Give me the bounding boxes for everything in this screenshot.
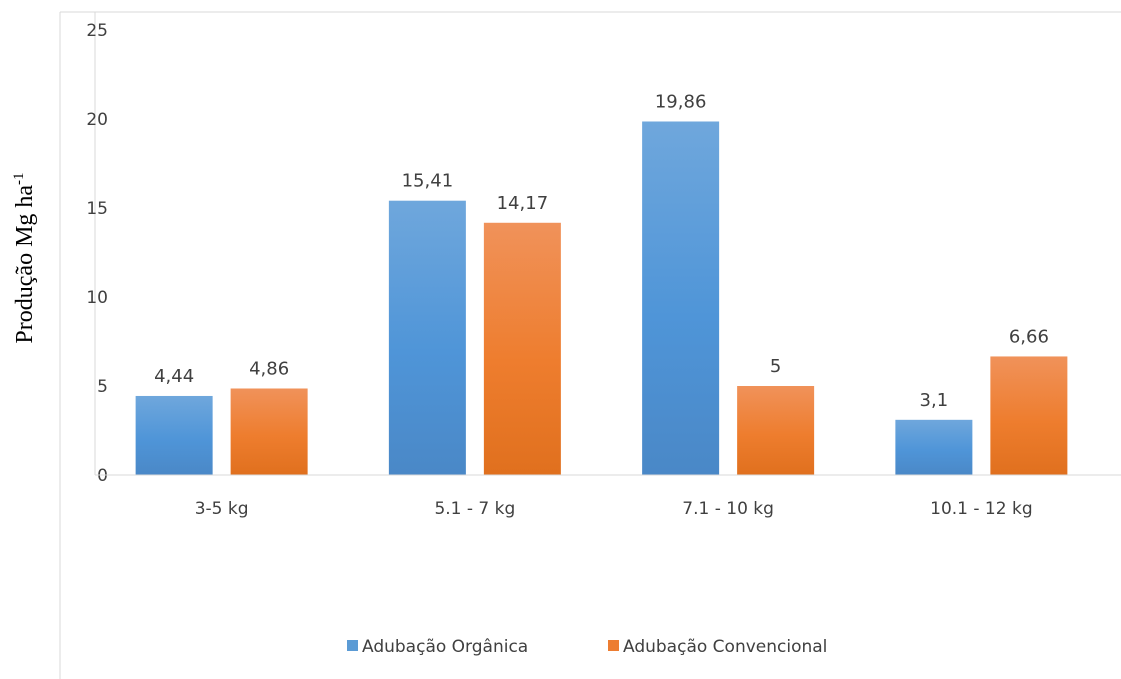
- legend-swatch-organica: [347, 640, 358, 651]
- data-label: 5: [770, 356, 781, 377]
- bars-group: [135, 121, 1068, 475]
- bar-convencional: [990, 356, 1068, 475]
- y-tick-label: 10: [86, 288, 108, 308]
- y-tick-label: 20: [86, 110, 108, 130]
- x-tick-label: 7.1 - 10 kg: [682, 499, 774, 519]
- bar-organica: [895, 419, 973, 475]
- legend: Adubação Orgânica Adubação Convencional: [347, 637, 827, 657]
- bar-convencional: [230, 388, 308, 475]
- data-label: 4,86: [249, 358, 289, 379]
- bar-organica: [388, 200, 466, 475]
- y-tick-label: 15: [86, 199, 108, 219]
- bar-convencional: [483, 222, 561, 475]
- bar-organica: [135, 395, 213, 475]
- bar-convencional: [737, 386, 815, 475]
- y-axis-ticks: 0 5 10 15 20 25: [86, 21, 108, 486]
- data-label: 19,86: [655, 91, 707, 112]
- y-tick-label: 0: [97, 466, 108, 486]
- x-tick-label: 3-5 kg: [195, 499, 249, 519]
- legend-swatch-convencional: [608, 640, 619, 651]
- y-axis-title: Produção Mg ha-1: [11, 172, 38, 343]
- data-labels-group: 4,44 4,86 15,41 14,17 19,86 5 3,1 6,66: [154, 91, 1049, 410]
- legend-label-organica: Adubação Orgânica: [362, 637, 528, 657]
- y-tick-label: 25: [86, 21, 108, 41]
- data-label: 6,66: [1009, 326, 1049, 347]
- data-label: 15,41: [402, 171, 454, 192]
- y-tick-label: 5: [97, 377, 108, 397]
- bar-organica: [642, 121, 720, 475]
- data-label: 4,44: [154, 366, 194, 387]
- x-tick-label: 5.1 - 7 kg: [434, 499, 515, 519]
- x-axis-ticks: 3-5 kg 5.1 - 7 kg 7.1 - 10 kg 10.1 - 12 kg: [195, 499, 1033, 519]
- data-label: 14,17: [497, 193, 549, 214]
- x-tick-label: 10.1 - 12 kg: [930, 499, 1032, 519]
- data-label: 3,1: [920, 390, 949, 411]
- legend-label-convencional: Adubação Convencional: [623, 637, 827, 657]
